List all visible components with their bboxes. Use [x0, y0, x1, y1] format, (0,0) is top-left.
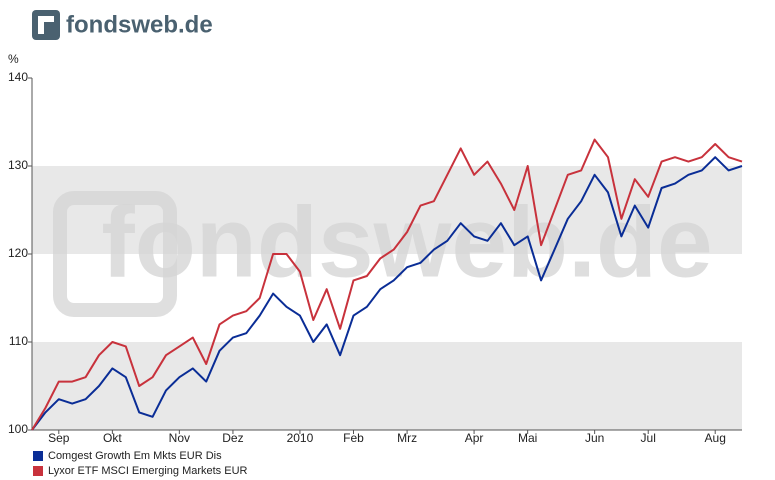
logo-icon-block [44, 22, 54, 34]
x-tick-label: Feb [343, 431, 364, 445]
y-tick-label: 130 [8, 158, 28, 172]
y-tick-label: 100 [8, 422, 28, 436]
logo: fondsweb.de [32, 10, 213, 40]
legend-swatch [33, 451, 43, 461]
legend-swatch [33, 466, 43, 476]
x-tick-label: Nov [169, 431, 190, 445]
y-tick-label: 110 [9, 334, 28, 348]
x-tick-label: Apr [465, 431, 484, 445]
x-tick-label: Sep [48, 431, 70, 445]
x-tick-label: Mai [518, 431, 537, 445]
x-tick-label: 2010 [287, 431, 314, 445]
y-axis-label: % [8, 52, 19, 66]
x-tick-label: Jun [585, 431, 604, 445]
x-tick-label: Aug [705, 431, 726, 445]
x-tick-label: Okt [103, 431, 122, 445]
legend-label: Comgest Growth Em Mkts EUR Dis [48, 450, 222, 462]
watermark: fondsweb.de [101, 186, 712, 298]
series-line [31, 156, 743, 431]
x-tick-label: Dez [222, 431, 243, 445]
series-line [31, 138, 743, 431]
logo-text: fondsweb.de [66, 11, 213, 38]
x-tick-label: Jul [641, 431, 656, 445]
x-tick-label: Mrz [397, 431, 417, 445]
watermark-icon [53, 191, 177, 317]
y-tick-label: 140 [8, 70, 28, 84]
legend-label: Lyxor ETF MSCI Emerging Markets EUR [48, 465, 248, 477]
y-tick-label: 120 [8, 246, 28, 260]
